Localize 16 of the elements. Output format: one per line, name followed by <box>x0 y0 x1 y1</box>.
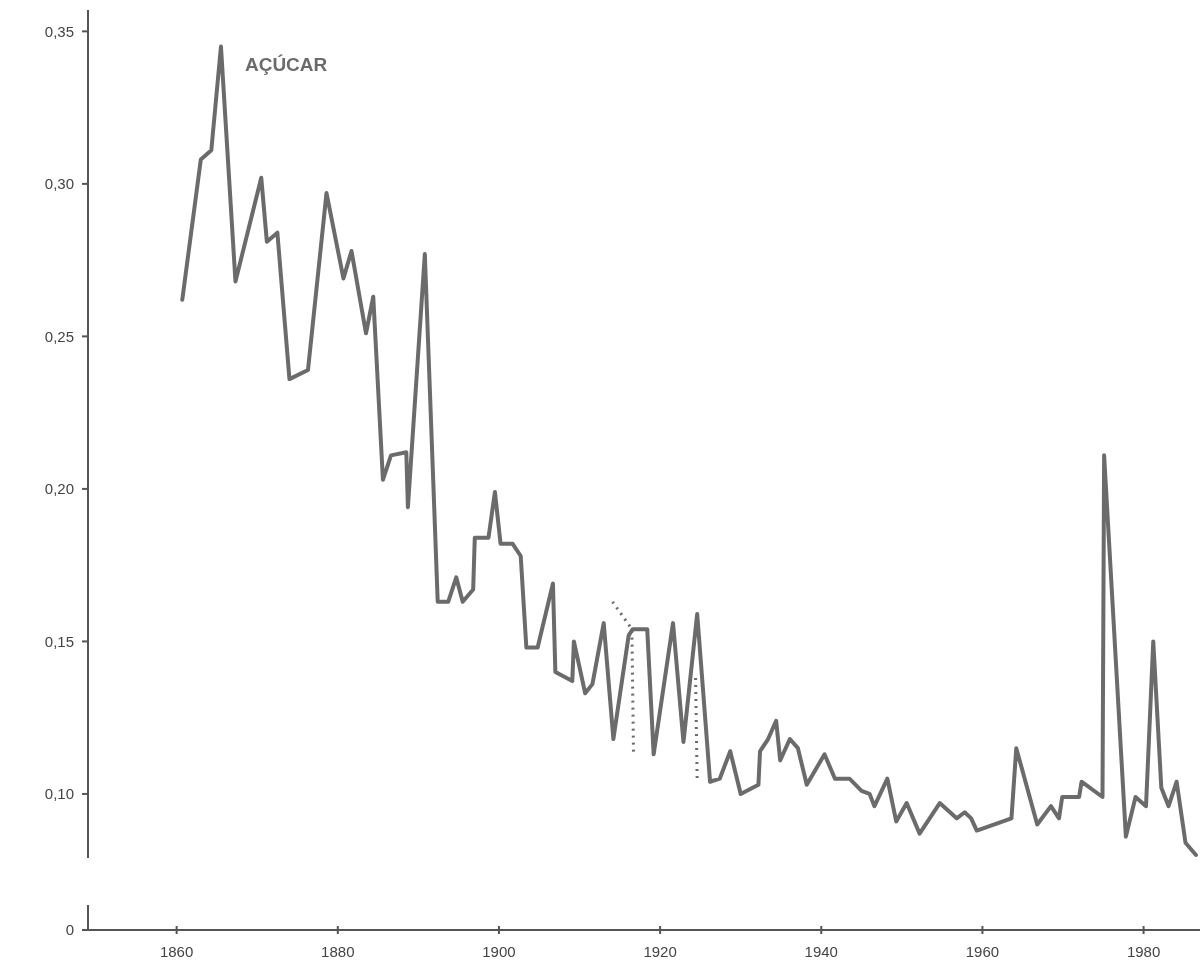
y-tick-label: 0,25 <box>44 327 74 345</box>
y-tick-label: 0,10 <box>44 785 74 803</box>
x-tick-label: 1860 <box>159 943 194 960</box>
y-tick-label: 0,15 <box>44 632 74 650</box>
y-tick-label: 0,20 <box>44 480 74 498</box>
y-tick-label: 0,30 <box>44 175 74 193</box>
x-tick-label: 1980 <box>1126 943 1161 960</box>
y-tick-label: 0,35 <box>44 22 74 40</box>
x-tick-label: 1920 <box>643 943 677 960</box>
x-tick-label: 1880 <box>321 943 355 960</box>
series-label: AÇÚCAR <box>244 53 328 75</box>
x-tick-label: 1960 <box>965 943 1000 960</box>
text: 0 <box>65 921 74 939</box>
x-tick-label: 1940 <box>804 943 838 960</box>
x-tick-label: 1900 <box>482 943 516 960</box>
line-series <box>180 44 1198 857</box>
